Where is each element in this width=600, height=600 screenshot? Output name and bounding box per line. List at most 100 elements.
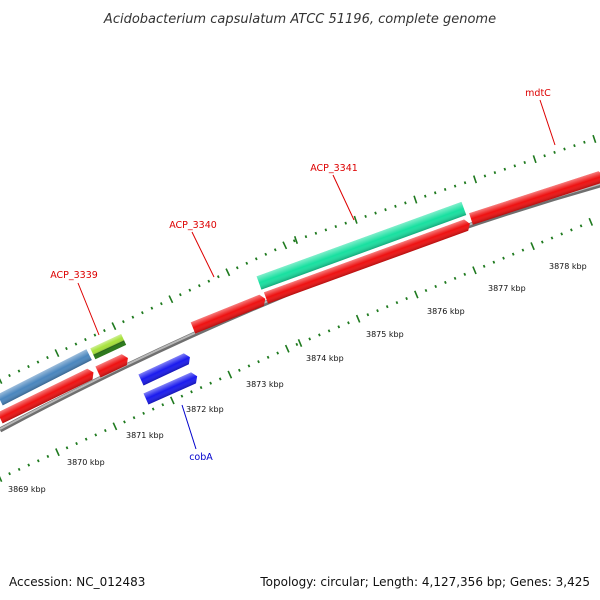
minor-tick: [334, 225, 338, 229]
gene-acp-3341-reverse[interactable]: [263, 218, 472, 304]
gene-label-coba: cobA: [189, 452, 213, 463]
major-tick: [169, 396, 175, 405]
major-tick: [353, 215, 358, 224]
minor-tick: [327, 329, 331, 333]
tick-label: 3877 kbp: [488, 284, 526, 293]
minor-tick: [209, 381, 213, 385]
backbone: [0, 182, 600, 433]
minor-tick: [142, 411, 145, 415]
minor-tick: [304, 235, 308, 239]
minor-tick: [376, 309, 379, 313]
major-tick: [0, 476, 3, 482]
minor-tick: [540, 240, 544, 244]
gene-mdtc[interactable]: [469, 170, 600, 225]
minor-tick: [161, 403, 165, 407]
minor-tick: [150, 306, 154, 310]
minor-tick: [141, 311, 144, 315]
minor-tick: [573, 144, 576, 148]
minor-tick: [257, 360, 260, 364]
tick-label: 3874 kbp: [306, 354, 344, 363]
major-tick: [111, 322, 117, 331]
major-tick: [532, 155, 537, 164]
minor-tick: [563, 147, 566, 151]
minor-tick: [75, 441, 78, 446]
minor-tick: [36, 360, 40, 364]
major-tick: [225, 268, 231, 277]
minor-tick: [364, 214, 367, 218]
gene-red-left[interactable]: [0, 367, 96, 424]
gene-acp-3340[interactable]: [190, 293, 268, 334]
major-tick: [284, 344, 290, 353]
minor-tick: [46, 454, 50, 459]
minor-tick: [384, 208, 387, 212]
minor-tick: [254, 257, 258, 261]
minor-tick: [521, 248, 525, 252]
major-tick: [55, 448, 60, 457]
minor-tick: [276, 351, 280, 355]
minor-tick: [8, 472, 11, 476]
major-tick: [297, 338, 303, 348]
minor-tick: [159, 302, 163, 306]
minor-tick: [583, 140, 586, 144]
minor-tick: [424, 194, 427, 198]
gene-steel-blue[interactable]: [0, 349, 92, 406]
minor-tick: [178, 293, 182, 297]
minor-tick: [123, 420, 126, 424]
minor-tick: [17, 467, 21, 471]
minor-tick: [74, 342, 78, 346]
ticks-inner: [0, 217, 594, 482]
major-tick: [168, 295, 174, 304]
major-tick: [112, 422, 118, 431]
minor-tick: [93, 333, 97, 337]
minor-tick: [247, 364, 251, 368]
minor-tick: [218, 377, 222, 381]
minor-tick: [511, 252, 515, 256]
minor-tick: [292, 239, 296, 243]
gene-coba-2[interactable]: [143, 371, 200, 405]
minor-tick: [132, 416, 136, 420]
minor-tick: [434, 284, 438, 289]
minor-tick: [295, 342, 299, 346]
minor-tick: [273, 248, 277, 252]
minor-tick: [238, 368, 241, 372]
minor-tick: [523, 160, 526, 165]
minor-tick: [27, 364, 30, 369]
minor-tick: [131, 315, 135, 319]
minor-tick: [579, 224, 583, 228]
minor-tick: [444, 280, 447, 284]
major-tick: [414, 290, 419, 299]
gene-acp-3339-forward[interactable]: [90, 334, 127, 360]
minor-tick: [502, 256, 505, 260]
minor-tick: [394, 204, 397, 208]
minor-tick: [318, 333, 321, 337]
gene-coba-1[interactable]: [138, 352, 192, 386]
minor-tick: [492, 260, 496, 264]
gene-acp-3341-forward[interactable]: [256, 201, 467, 290]
map-title: Acidobacterium capsulatum ATCC 51196, co…: [103, 12, 496, 27]
major-tick: [227, 370, 233, 379]
minor-tick: [308, 337, 312, 341]
tick-label: 3872 kbp: [186, 405, 224, 414]
minor-tick: [103, 429, 107, 433]
minor-tick: [46, 355, 49, 360]
tick-labels: 3869 kbp 3870 kbp 3871 kbp 3872 kbp 3873…: [8, 262, 587, 494]
minor-tick: [385, 305, 389, 309]
minor-tick: [570, 228, 573, 232]
minor-tick: [65, 446, 69, 450]
minor-tick: [513, 164, 517, 168]
major-tick: [0, 378, 3, 384]
minor-tick: [443, 187, 447, 191]
minor-tick: [453, 276, 457, 280]
minor-tick: [374, 211, 377, 215]
gene-acp-3339-reverse[interactable]: [95, 353, 130, 378]
tick-label: 3878 kbp: [549, 262, 587, 271]
major-tick: [355, 314, 361, 323]
minor-tick: [463, 181, 467, 185]
tick-label: 3876 kbp: [427, 307, 465, 316]
minor-tick: [235, 266, 239, 270]
major-tick: [472, 175, 478, 184]
major-tick: [592, 134, 597, 143]
minor-tick: [197, 284, 201, 288]
minor-tick: [344, 221, 347, 225]
